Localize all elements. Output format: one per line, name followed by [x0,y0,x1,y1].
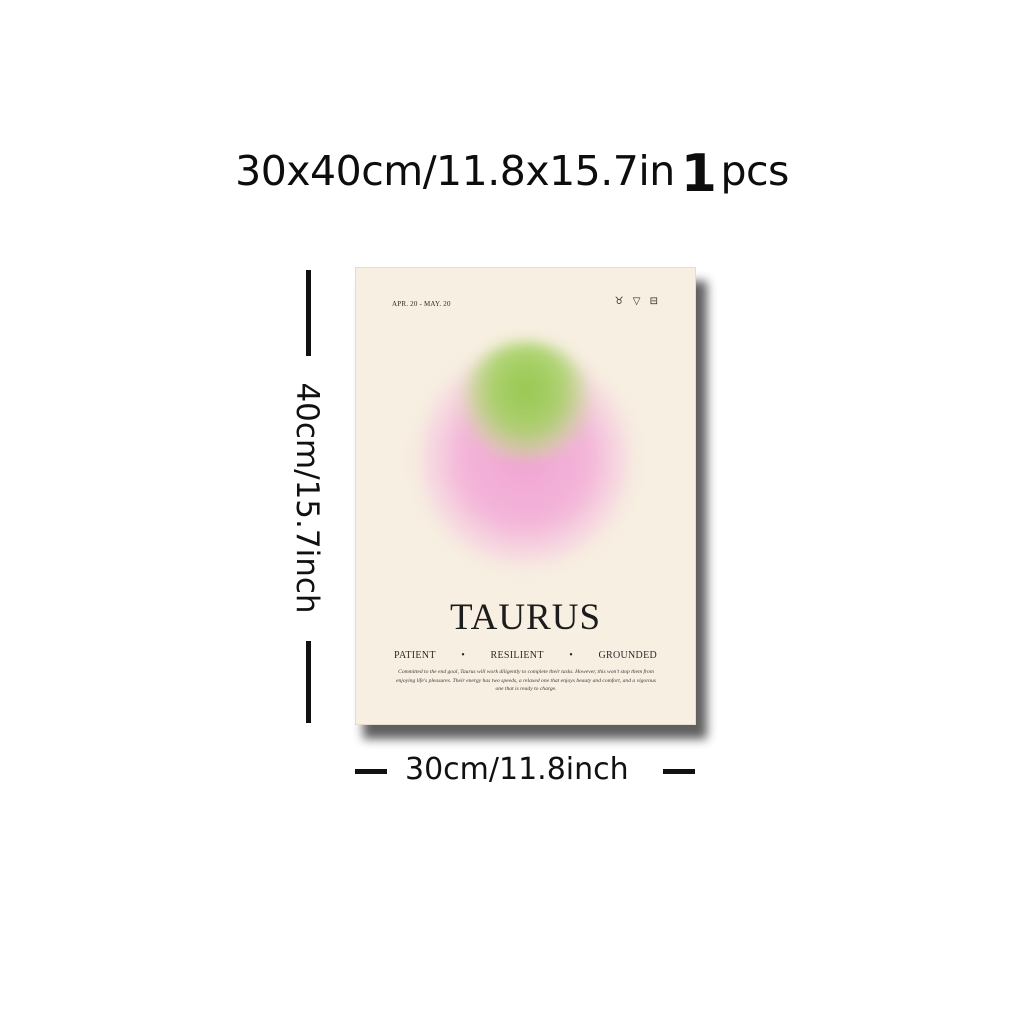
width-dimension-label: 30cm/11.8inch [405,752,629,787]
width-dimension-line-left [355,769,387,774]
trait-item: GROUNDED [598,650,657,661]
height-dimension-label: 40cm/15.7inch [289,382,325,614]
product-size-headline: 30x40cm/11.8x15.7in 1pcs [0,138,1024,204]
trait-item: PATIENT [394,650,436,661]
height-dimension-line-top [306,270,311,356]
width-dimension-line-right [663,769,695,774]
poster-description: Committed to the end goal, Taurus will w… [396,669,656,693]
height-dimension-line-bottom [306,641,311,723]
zodiac-symbols-icon: ♉ ▽ ⊟ [614,296,661,307]
quantity-unit: pcs [720,147,789,195]
poster-traits: PATIENT • RESILIENT • GROUNDED [394,650,657,661]
bullet-dot-icon: • [569,650,574,661]
size-text: 30x40cm/11.8x15.7in [235,147,675,195]
taurus-poster: APR. 20 - MAY. 20 ♉ ▽ ⊟ TAURUS PATIENT •… [356,268,695,724]
quantity-number: 1 [680,144,717,204]
poster-dates: APR. 20 - MAY. 20 [392,300,451,308]
aura-orb-green [462,342,590,460]
bullet-dot-icon: • [461,650,466,661]
trait-item: RESILIENT [490,650,544,661]
poster-title: TAURUS [449,597,602,638]
